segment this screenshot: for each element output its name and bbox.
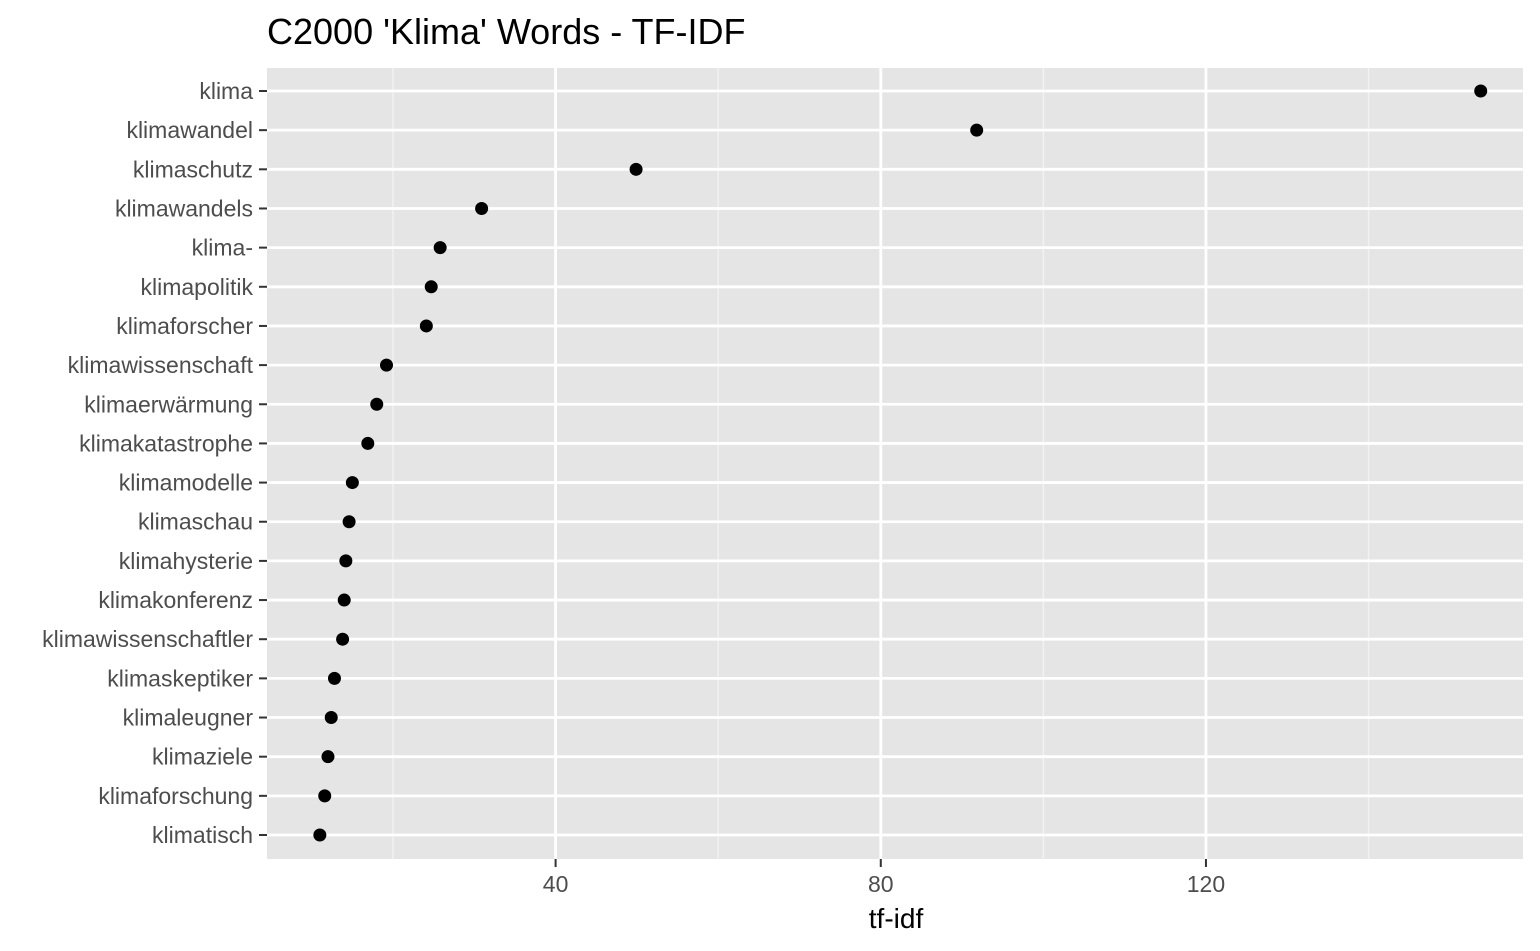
- data-point-klima: [1474, 84, 1488, 98]
- data-point-klimaforschung: [318, 789, 332, 803]
- y-axis: klima klimawandel klimaschutz klimawandels k…: [42, 78, 267, 848]
- y-tick-label: klimakonferenz: [98, 587, 253, 613]
- y-tick-label: klimawissenschaftler: [42, 626, 253, 652]
- data-point-klima-: [433, 241, 447, 255]
- data-point-klimakatastrophe: [361, 436, 375, 450]
- plot-panel: [267, 68, 1523, 859]
- x-axis: 40 80 120: [543, 859, 1225, 897]
- data-point-klimaleugner: [324, 711, 338, 725]
- y-tick-label: klimaleugner: [123, 705, 254, 731]
- data-points: [313, 84, 1488, 842]
- data-point-klimaschau: [342, 515, 356, 529]
- data-point-klimaziele: [321, 750, 335, 764]
- x-tick-label: 120: [1187, 871, 1225, 897]
- data-point-klimaskeptiker: [327, 671, 341, 685]
- y-tick-label: klimawissenschaft: [68, 352, 254, 378]
- data-point-klimawandel: [970, 123, 984, 137]
- data-point-klimahysterie: [339, 554, 353, 568]
- y-tick-label: klimahysterie: [119, 548, 253, 574]
- y-tick-label: klima-: [192, 235, 253, 261]
- x-tick-label: 80: [868, 871, 894, 897]
- data-point-klimawandels: [475, 201, 489, 215]
- y-tick-label: klimaschutz: [133, 156, 253, 182]
- data-point-klimawissenschaftler: [336, 632, 350, 646]
- y-tick-label: klimaskeptiker: [107, 665, 253, 691]
- grid-lines: [267, 68, 1523, 859]
- y-tick-label: klimawandel: [126, 117, 253, 143]
- y-tick-label: klima: [199, 78, 253, 104]
- chart-title: C2000 'Klima' Words - TF-IDF: [267, 11, 746, 52]
- data-point-klimamodelle: [345, 476, 359, 490]
- data-point-klimawissenschaft: [380, 358, 394, 372]
- data-point-klimaerwärmung: [370, 397, 384, 411]
- y-tick-label: klimawandels: [115, 195, 253, 221]
- y-tick-label: klimaerwärmung: [84, 391, 253, 417]
- x-axis-title: tf-idf: [869, 903, 924, 934]
- data-point-klimatisch: [313, 828, 327, 842]
- data-point-klimaforscher: [419, 319, 433, 333]
- y-tick-label: klimaziele: [152, 744, 253, 770]
- y-tick-label: klimamodelle: [119, 470, 253, 496]
- x-tick-label: 40: [543, 871, 569, 897]
- data-point-klimakonferenz: [337, 593, 351, 607]
- data-point-klimaschutz: [629, 162, 643, 176]
- y-tick-label: klimaforscher: [116, 313, 253, 339]
- data-point-klimapolitik: [424, 280, 438, 294]
- y-tick-label: klimatisch: [152, 822, 253, 848]
- y-tick-label: klimakatastrophe: [79, 430, 253, 456]
- y-tick-label: klimaforschung: [98, 783, 253, 809]
- y-tick-label: klimaschau: [138, 509, 253, 535]
- y-tick-label: klimapolitik: [141, 274, 254, 300]
